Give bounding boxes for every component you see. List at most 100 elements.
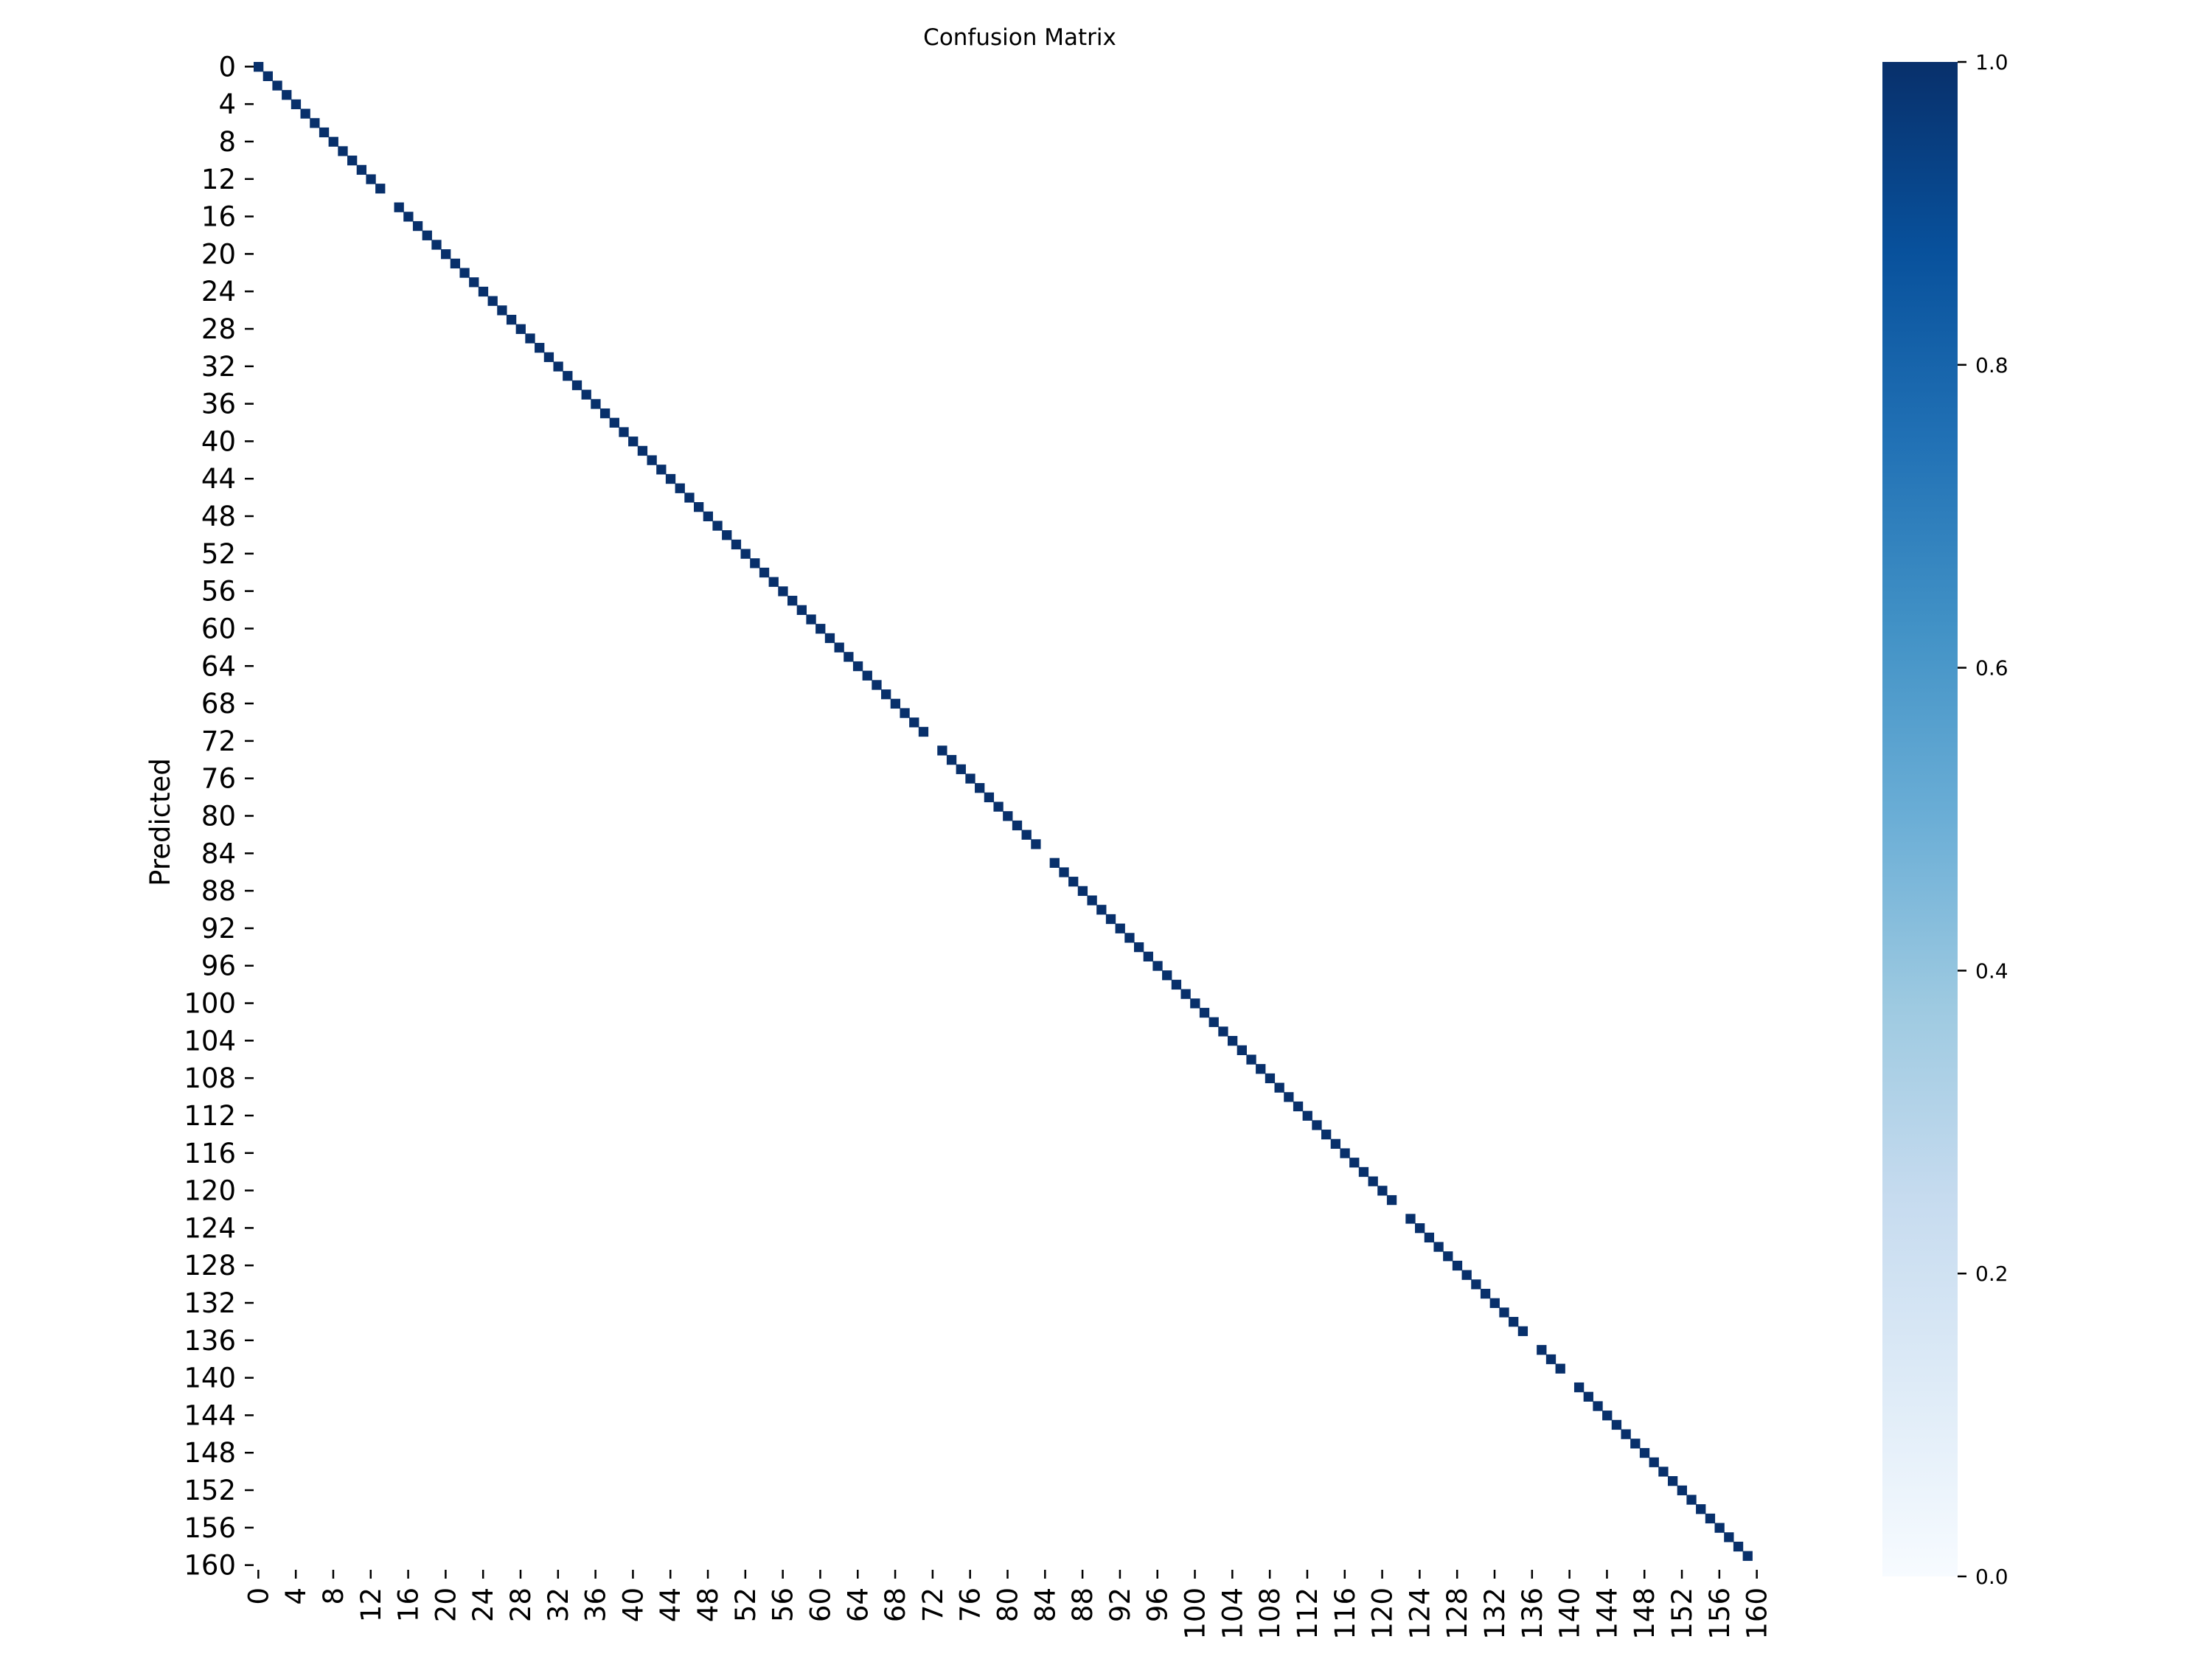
x-tick-label: 72	[917, 1587, 949, 1622]
y-tick-label: 152	[184, 1475, 236, 1506]
y-tick-label: 16	[201, 201, 236, 233]
y-tick-label: 136	[184, 1325, 236, 1357]
heatmap-cell	[1602, 1411, 1613, 1421]
heatmap-cell	[1573, 1382, 1585, 1393]
heatmap-cell	[1312, 1120, 1322, 1130]
x-tick-label: 84	[1029, 1587, 1061, 1622]
y-tick-label: 116	[184, 1138, 236, 1169]
heatmap-cell	[637, 445, 648, 456]
heatmap-cell	[1593, 1401, 1603, 1411]
x-tick-label: 112	[1292, 1587, 1324, 1640]
heatmap-cell	[1096, 905, 1107, 915]
heatmap-cell	[591, 399, 601, 409]
heatmap-cell	[300, 108, 310, 119]
heatmap-cell	[1480, 1288, 1491, 1299]
heatmap-cell	[1705, 1513, 1716, 1524]
heatmap-cell	[619, 427, 629, 437]
y-tick-label: 148	[184, 1437, 236, 1469]
y-tick-label: 40	[201, 425, 236, 457]
y-tick-label: 64	[201, 650, 236, 682]
y-tick-label: 48	[201, 501, 236, 532]
x-tick-label: 8	[318, 1587, 349, 1605]
heatmap-cell	[1162, 970, 1172, 981]
y-tick-label: 68	[201, 688, 236, 720]
y-tick-label: 104	[184, 1025, 236, 1057]
x-tick-label: 60	[804, 1587, 836, 1622]
heatmap-cells	[254, 62, 1753, 1561]
heatmap-cell	[1124, 933, 1135, 943]
x-tick-label: 136	[1517, 1587, 1548, 1640]
y-tick-label: 160	[184, 1550, 236, 1582]
heatmap-cell	[796, 605, 807, 616]
heatmap-cell	[441, 249, 451, 260]
heatmap-cell	[535, 343, 545, 353]
heatmap-cell	[722, 530, 732, 540]
heatmap-cell	[1471, 1279, 1481, 1290]
heatmap-cell	[1733, 1541, 1744, 1552]
heatmap-cell	[665, 473, 676, 484]
heatmap-cell	[806, 614, 816, 625]
heatmap-cell	[459, 268, 470, 278]
y-tick-label: 72	[201, 726, 236, 757]
heatmap-cell	[254, 62, 264, 72]
heatmap-cell	[956, 764, 966, 774]
heatmap-cell	[1349, 1158, 1360, 1168]
x-tick-label: 132	[1479, 1587, 1511, 1640]
y-tick-label: 80	[201, 801, 236, 832]
heatmap-cell	[1208, 1017, 1219, 1027]
heatmap-cell	[1677, 1485, 1687, 1495]
x-tick-label: 116	[1329, 1587, 1361, 1640]
x-tick-label: 88	[1067, 1587, 1099, 1622]
heatmap-cell	[310, 118, 320, 128]
heatmap-cell	[918, 726, 929, 737]
heatmap-cell	[1143, 951, 1153, 961]
y-tick-label: 124	[184, 1212, 236, 1244]
heatmap-cell	[834, 642, 844, 653]
x-tick-label: 20	[430, 1587, 462, 1622]
heatmap-cell	[1021, 830, 1032, 840]
heatmap-cell	[1499, 1307, 1509, 1318]
heatmap-cell	[1415, 1223, 1425, 1234]
heatmap-cell	[872, 680, 882, 690]
x-tick-label: 48	[692, 1587, 724, 1622]
x-tick-label: 44	[655, 1587, 686, 1622]
heatmap-cell	[506, 314, 517, 325]
heatmap-cell	[862, 670, 872, 681]
heatmap-cell	[1461, 1270, 1472, 1280]
colorbar-tick-label: 0.2	[1975, 1262, 2008, 1286]
colorbar-tick-label: 1.0	[1975, 50, 2008, 74]
colorbar-tick-label: 0.4	[1975, 959, 2008, 983]
heatmap-cell	[1059, 867, 1069, 877]
y-tick-label: 8	[218, 126, 236, 158]
heatmap-cell	[684, 493, 695, 503]
heatmap-cell	[984, 792, 995, 803]
heatmap-cell	[1714, 1523, 1725, 1533]
x-tick-label: 120	[1367, 1587, 1399, 1640]
heatmap-cell	[909, 717, 919, 728]
y-tick-label: 132	[184, 1287, 236, 1319]
heatmap-cell	[291, 99, 302, 110]
heatmap-cell	[262, 71, 273, 81]
heatmap-cell	[553, 361, 563, 372]
heatmap-cell	[656, 465, 667, 475]
heatmap-cell	[571, 380, 582, 391]
y-tick-label: 108	[184, 1062, 236, 1094]
x-tick-label: 92	[1105, 1587, 1136, 1622]
heatmap-cell	[319, 127, 330, 138]
heatmap-cell	[1274, 1082, 1284, 1093]
heatmap-cell	[628, 437, 639, 447]
x-tick-label: 148	[1629, 1587, 1660, 1640]
heatmap-cell	[1368, 1176, 1378, 1186]
x-tick-label: 152	[1666, 1587, 1698, 1640]
heatmap-cell	[1489, 1298, 1500, 1308]
y-axis-ticks: 0481216202428323640444852566064687276808…	[184, 51, 254, 1582]
y-tick-label: 36	[201, 389, 236, 420]
x-tick-label: 156	[1704, 1587, 1736, 1640]
x-tick-label: 52	[730, 1587, 762, 1622]
x-tick-label: 64	[842, 1587, 874, 1622]
heatmap-cell	[768, 577, 779, 587]
heatmap-cell	[731, 539, 742, 550]
colorbar-tick-label: 0.0	[1975, 1565, 2008, 1589]
heatmap-cell	[1630, 1439, 1641, 1449]
